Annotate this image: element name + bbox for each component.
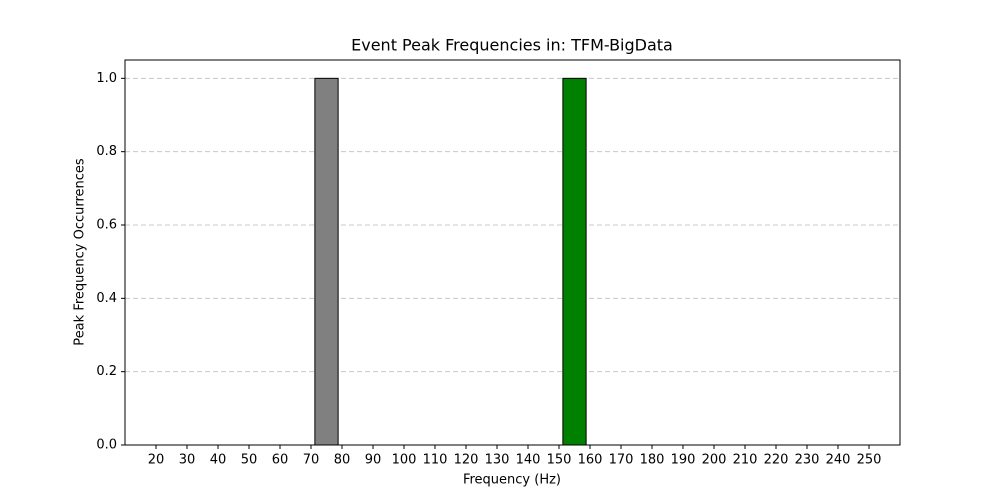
x-tick-label: 20 <box>148 453 165 468</box>
x-tick-label: 120 <box>454 453 479 468</box>
x-tick-label: 210 <box>733 453 758 468</box>
y-tick-label: 0.4 <box>96 291 117 306</box>
x-tick-label: 190 <box>671 453 696 468</box>
chart-title: Event Peak Frequencies in: TFM-BigData <box>351 36 673 55</box>
x-tick-label: 180 <box>640 453 665 468</box>
y-axis-label: Peak Frequency Occurrences <box>73 158 88 346</box>
x-tick-label: 100 <box>392 453 417 468</box>
x-tick-label: 50 <box>241 453 258 468</box>
plot-frame <box>124 59 901 446</box>
x-tick-label: 40 <box>210 453 227 468</box>
x-tick-label: 220 <box>764 453 789 468</box>
x-tick-label: 90 <box>365 453 382 468</box>
x-tick-label: 240 <box>826 453 851 468</box>
x-tick-label: 30 <box>179 453 196 468</box>
y-tick-label: 0.2 <box>96 364 117 379</box>
x-tick-label: 200 <box>702 453 727 468</box>
y-tick-label: 0.8 <box>96 144 117 159</box>
x-tick-label: 140 <box>516 453 541 468</box>
bar <box>314 77 339 446</box>
bar <box>562 77 587 446</box>
y-tick-label: 0.6 <box>96 218 117 233</box>
x-axis-label: Frequency (Hz) <box>463 473 561 488</box>
x-tick-label: 160 <box>578 453 603 468</box>
x-tick-label: 250 <box>857 453 882 468</box>
x-tick-label: 150 <box>547 453 572 468</box>
x-tick-label: 170 <box>609 453 634 468</box>
x-tick-label: 70 <box>303 453 320 468</box>
x-tick-label: 80 <box>334 453 351 468</box>
y-tick-label: 1.0 <box>96 71 117 86</box>
x-tick-label: 110 <box>423 453 448 468</box>
x-tick-label: 230 <box>795 453 820 468</box>
y-tick-label: 0.0 <box>96 438 117 453</box>
x-tick-label: 130 <box>485 453 510 468</box>
x-tick-label: 60 <box>272 453 289 468</box>
